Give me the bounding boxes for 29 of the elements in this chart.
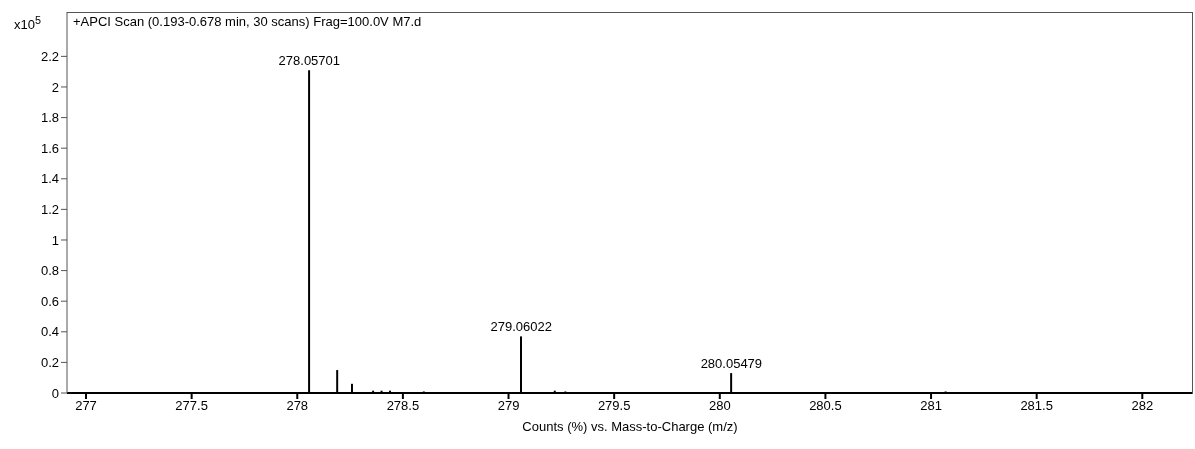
y-tick-label: 1.8 — [40, 110, 59, 126]
annotation: 280.05479 — [700, 356, 763, 372]
annotation: 279.06022 — [490, 319, 552, 335]
text: x10$^{5}$ — [14, 14, 41, 33]
x-axis-title: Counts (%) vs. Mass-to-Charge (m/z) — [522, 419, 738, 434]
y-tick-label: 0.4 — [40, 324, 59, 340]
x-tick-label: 278.5 — [386, 398, 420, 414]
y-tick-label: 0.8 — [40, 263, 59, 279]
y-tick-label: 1 — [51, 232, 59, 248]
y-tick-label: 2.2 — [40, 48, 59, 64]
x-tick-label: 280.5 — [809, 398, 842, 414]
x-tick-label: 281 — [920, 398, 942, 414]
y-tick-label: 2 — [51, 79, 59, 95]
y-tick-label: 1.4 — [40, 171, 59, 187]
x-tick-label: 279 — [497, 398, 520, 414]
y-tick-label: 1.2 — [40, 202, 59, 217]
y-tick-label: 0.6 — [40, 293, 59, 309]
x-tick-label: 278 — [286, 398, 309, 414]
annotation: 278.05701 — [278, 53, 341, 69]
x-tick-label: 281.5 — [1020, 398, 1053, 414]
chart-title: +APCI Scan (0.193-0.678 min, 30 scans) Frag=100.0V M7.d — [73, 14, 422, 29]
y-tick-label: 1.6 — [40, 140, 59, 156]
x-tick-label: 277 — [75, 398, 97, 414]
x-tick-label: 280 — [708, 398, 731, 414]
x-tick-label: 277.5 — [175, 398, 208, 414]
y-tick-label: 0.2 — [40, 355, 59, 371]
x-tick-label: 279.5 — [597, 398, 631, 414]
y-tick-label: 0 — [51, 385, 59, 401]
x-tick-label: 282 — [1131, 398, 1154, 414]
